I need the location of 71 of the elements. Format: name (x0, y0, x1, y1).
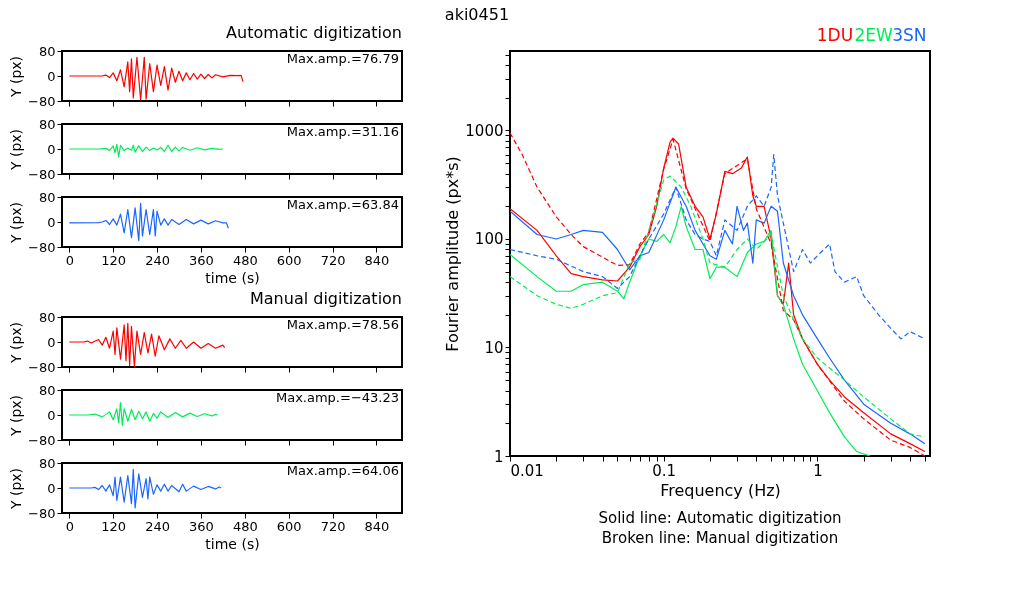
x-tick-label: 1 (813, 461, 823, 480)
y-tick-label: 0 (47, 141, 56, 157)
line-series (68, 322, 226, 367)
x-tick-label: 240 (145, 518, 170, 534)
x-axis-title: time (s) (205, 269, 260, 286)
y-tick-label: 80 (38, 455, 56, 471)
line-series (68, 468, 222, 509)
y-tick-label: 1000 (465, 121, 504, 140)
y-tick-label: −80 (28, 239, 56, 255)
y-tick-label: 80 (38, 189, 56, 205)
line-series (68, 202, 229, 242)
text: 3SN (892, 25, 927, 45)
annotation: Max.amp.=63.84 (286, 197, 399, 212)
y-tick-label: −80 (28, 93, 56, 109)
x-tick-label: 0 (65, 252, 74, 268)
y-axis-title: Y (px) (8, 467, 25, 511)
annotation: Max.amp.=78.56 (286, 317, 399, 332)
x-tick-label: 360 (189, 252, 214, 268)
chart-title: aki0451 (444, 5, 510, 24)
chart-title: Manual digitization (250, 289, 402, 308)
y-tick-label: 100 (474, 230, 504, 249)
y-axis-title: Y (px) (8, 394, 25, 438)
x-tick-label: 0.01 (510, 461, 544, 480)
y-tick-label: 0 (47, 480, 56, 496)
y-tick-label: 1 (493, 447, 504, 466)
y-axis-title: Y (px) (8, 128, 25, 172)
y-tick-label: 80 (38, 382, 56, 398)
line-series (68, 401, 218, 426)
x-tick-label: 600 (276, 252, 302, 268)
x-tick-label: 840 (364, 518, 390, 534)
y-tick-label: 0 (47, 407, 56, 423)
text: 2EW (854, 25, 894, 45)
x-tick-label: 360 (189, 518, 214, 534)
chart-title: Automatic digitization (226, 23, 402, 42)
y-tick-label: −80 (28, 432, 56, 448)
line-series (68, 56, 244, 101)
x-tick-label: 0.1 (652, 461, 677, 480)
annotation: Max.amp.=64.06 (286, 463, 399, 478)
line-series (68, 143, 224, 158)
text: Broken line: Manual digitization (601, 529, 839, 547)
x-tick-label: 0 (65, 518, 74, 534)
y-tick-label: 0 (47, 334, 56, 350)
x-tick-label: 720 (320, 252, 346, 268)
y-tick-label: 80 (38, 116, 56, 132)
x-tick-label: 480 (232, 252, 258, 268)
x-axis-title: time (s) (205, 535, 260, 552)
y-axis-title: Y (px) (8, 201, 25, 245)
y-tick-label: 0 (47, 214, 56, 230)
text: 1DU (816, 25, 854, 45)
y-tick-label: 10 (484, 338, 504, 357)
y-tick-label: −80 (28, 505, 56, 521)
y-tick-label: 80 (38, 309, 56, 325)
x-tick-label: 840 (364, 252, 390, 268)
y-tick-label: 0 (47, 68, 56, 84)
annotation: Max.amp.=−43.23 (275, 390, 399, 405)
y-axis-title: Y (px) (8, 321, 25, 365)
y-tick-label: −80 (28, 166, 56, 182)
y-tick-label: 80 (38, 43, 56, 59)
x-tick-label: 240 (145, 252, 170, 268)
y-axis-title: Fourier amplitude (px*s) (443, 156, 463, 352)
annotation: Max.amp.=31.16 (286, 124, 399, 139)
y-tick-label: −80 (28, 359, 56, 375)
x-axis-title: Frequency (Hz) (660, 480, 781, 500)
text: Solid line: Automatic digitization (598, 509, 842, 527)
x-tick-label: 720 (320, 518, 346, 534)
x-tick-label: 120 (101, 518, 127, 534)
annotation: Max.amp.=76.79 (286, 51, 399, 66)
x-tick-label: 120 (101, 252, 127, 268)
y-axis-title: Y (px) (8, 55, 25, 99)
x-tick-label: 480 (232, 518, 258, 534)
x-tick-label: 600 (276, 518, 302, 534)
